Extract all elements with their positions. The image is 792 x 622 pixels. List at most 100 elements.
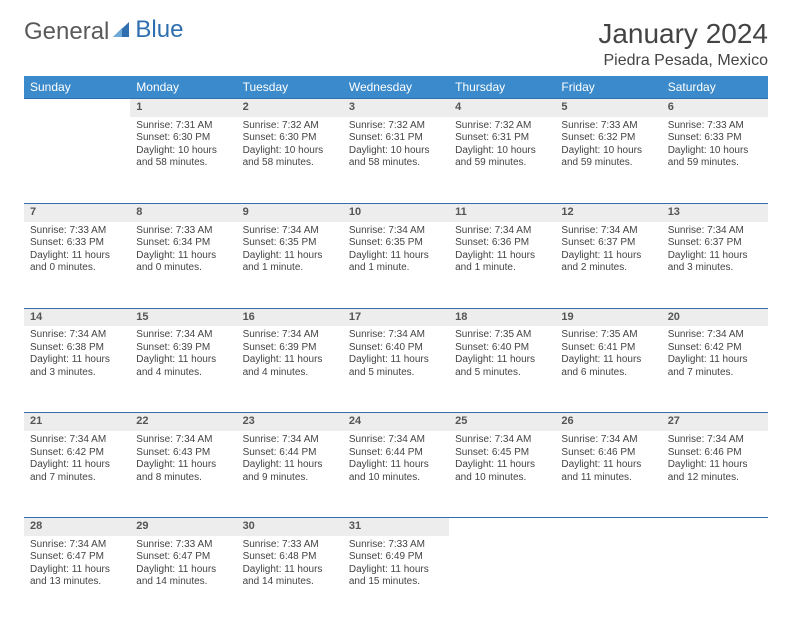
cell-content: Sunrise: 7:33 AMSunset: 6:34 PMDaylight:… [130,222,236,281]
day-number: 6 [662,98,768,117]
sunset-line: Sunset: 6:44 PM [349,447,443,460]
sunrise-line: Sunrise: 7:33 AM [668,120,762,133]
sunset-line: Sunset: 6:38 PM [30,342,124,355]
calendar-cell [24,117,130,203]
sunrise-line: Sunrise: 7:34 AM [561,225,655,238]
sunset-line: Sunset: 6:37 PM [561,237,655,250]
calendar-cell: Sunrise: 7:34 AMSunset: 6:39 PMDaylight:… [237,326,343,412]
cell-content: Sunrise: 7:34 AMSunset: 6:43 PMDaylight:… [130,431,236,490]
weekday-header: Friday [555,76,661,98]
day-number: 5 [555,98,661,117]
daylight-line: Daylight: 10 hours and 59 minutes. [668,145,762,170]
day-number: 1 [130,98,236,117]
weekday-header: Tuesday [237,76,343,98]
sunrise-line: Sunrise: 7:34 AM [136,329,230,342]
day-number: 31 [343,517,449,536]
calendar-cell: Sunrise: 7:34 AMSunset: 6:37 PMDaylight:… [555,222,661,308]
sunrise-line: Sunrise: 7:33 AM [136,225,230,238]
calendar-cell: Sunrise: 7:33 AMSunset: 6:32 PMDaylight:… [555,117,661,203]
day-number: 9 [237,203,343,222]
logo-text-general: General [24,18,109,46]
daylight-line: Daylight: 11 hours and 9 minutes. [243,459,337,484]
daylight-line: Daylight: 11 hours and 14 minutes. [243,564,337,589]
sunset-line: Sunset: 6:39 PM [136,342,230,355]
daylight-line: Daylight: 11 hours and 3 minutes. [30,354,124,379]
sunrise-line: Sunrise: 7:35 AM [455,329,549,342]
cell-content: Sunrise: 7:34 AMSunset: 6:36 PMDaylight:… [449,222,555,281]
calendar-cell: Sunrise: 7:34 AMSunset: 6:37 PMDaylight:… [662,222,768,308]
calendar-cell: Sunrise: 7:34 AMSunset: 6:40 PMDaylight:… [343,326,449,412]
sunset-line: Sunset: 6:34 PM [136,237,230,250]
day-number: 20 [662,308,768,327]
sunrise-line: Sunrise: 7:34 AM [668,434,762,447]
daylight-line: Daylight: 11 hours and 2 minutes. [561,250,655,275]
sunset-line: Sunset: 6:30 PM [136,132,230,145]
cell-content: Sunrise: 7:35 AMSunset: 6:41 PMDaylight:… [555,326,661,385]
sunset-line: Sunset: 6:46 PM [668,447,762,460]
daylight-line: Daylight: 11 hours and 11 minutes. [561,459,655,484]
day-number: 3 [343,98,449,117]
day-number: 7 [24,203,130,222]
calendar-cell: Sunrise: 7:33 AMSunset: 6:33 PMDaylight:… [24,222,130,308]
cell-content: Sunrise: 7:32 AMSunset: 6:31 PMDaylight:… [343,117,449,176]
day-content-row: Sunrise: 7:34 AMSunset: 6:38 PMDaylight:… [24,326,768,412]
calendar-cell: Sunrise: 7:34 AMSunset: 6:36 PMDaylight:… [449,222,555,308]
sunrise-line: Sunrise: 7:34 AM [30,434,124,447]
daylight-line: Daylight: 11 hours and 15 minutes. [349,564,443,589]
calendar-cell: Sunrise: 7:31 AMSunset: 6:30 PMDaylight:… [130,117,236,203]
day-number: 11 [449,203,555,222]
daylight-line: Daylight: 11 hours and 7 minutes. [668,354,762,379]
cell-content: Sunrise: 7:34 AMSunset: 6:37 PMDaylight:… [662,222,768,281]
sunrise-line: Sunrise: 7:33 AM [349,539,443,552]
sunset-line: Sunset: 6:36 PM [455,237,549,250]
cell-content: Sunrise: 7:31 AMSunset: 6:30 PMDaylight:… [130,117,236,176]
daylight-line: Daylight: 11 hours and 4 minutes. [243,354,337,379]
day-number: 12 [555,203,661,222]
sunrise-line: Sunrise: 7:34 AM [243,225,337,238]
sunset-line: Sunset: 6:33 PM [30,237,124,250]
daylight-line: Daylight: 11 hours and 8 minutes. [136,459,230,484]
sunrise-line: Sunrise: 7:33 AM [243,539,337,552]
calendar-cell [555,536,661,622]
day-number: 30 [237,517,343,536]
daylight-line: Daylight: 10 hours and 59 minutes. [455,145,549,170]
daylight-line: Daylight: 11 hours and 3 minutes. [668,250,762,275]
calendar-cell: Sunrise: 7:34 AMSunset: 6:44 PMDaylight:… [237,431,343,517]
calendar-cell: Sunrise: 7:34 AMSunset: 6:45 PMDaylight:… [449,431,555,517]
day-number-row: 21222324252627 [24,412,768,431]
sunrise-line: Sunrise: 7:34 AM [561,434,655,447]
calendar-cell: Sunrise: 7:33 AMSunset: 6:49 PMDaylight:… [343,536,449,622]
day-number-blank [662,517,768,522]
sunset-line: Sunset: 6:31 PM [349,132,443,145]
calendar-cell: Sunrise: 7:34 AMSunset: 6:44 PMDaylight:… [343,431,449,517]
sunset-line: Sunset: 6:41 PM [561,342,655,355]
sunset-line: Sunset: 6:37 PM [668,237,762,250]
sunset-line: Sunset: 6:45 PM [455,447,549,460]
weekday-header: Thursday [449,76,555,98]
daylight-line: Daylight: 11 hours and 10 minutes. [455,459,549,484]
day-number: 10 [343,203,449,222]
sunrise-line: Sunrise: 7:34 AM [30,539,124,552]
day-number: 26 [555,412,661,431]
day-number-row: 14151617181920 [24,308,768,327]
day-number: 23 [237,412,343,431]
weekday-header: Wednesday [343,76,449,98]
weekday-header: Saturday [662,76,768,98]
calendar-cell: Sunrise: 7:33 AMSunset: 6:47 PMDaylight:… [130,536,236,622]
sunset-line: Sunset: 6:31 PM [455,132,549,145]
calendar-cell: Sunrise: 7:34 AMSunset: 6:43 PMDaylight:… [130,431,236,517]
sunrise-line: Sunrise: 7:32 AM [243,120,337,133]
calendar-cell: Sunrise: 7:34 AMSunset: 6:47 PMDaylight:… [24,536,130,622]
day-number-blank [555,517,661,522]
sunset-line: Sunset: 6:49 PM [349,551,443,564]
daylight-line: Daylight: 11 hours and 1 minute. [455,250,549,275]
sunset-line: Sunset: 6:33 PM [668,132,762,145]
cell-content: Sunrise: 7:34 AMSunset: 6:44 PMDaylight:… [237,431,343,490]
cell-content: Sunrise: 7:32 AMSunset: 6:30 PMDaylight:… [237,117,343,176]
sunrise-line: Sunrise: 7:34 AM [136,434,230,447]
sunrise-line: Sunrise: 7:33 AM [136,539,230,552]
daylight-line: Daylight: 10 hours and 59 minutes. [561,145,655,170]
calendar-cell: Sunrise: 7:35 AMSunset: 6:41 PMDaylight:… [555,326,661,412]
day-number: 19 [555,308,661,327]
day-number: 16 [237,308,343,327]
